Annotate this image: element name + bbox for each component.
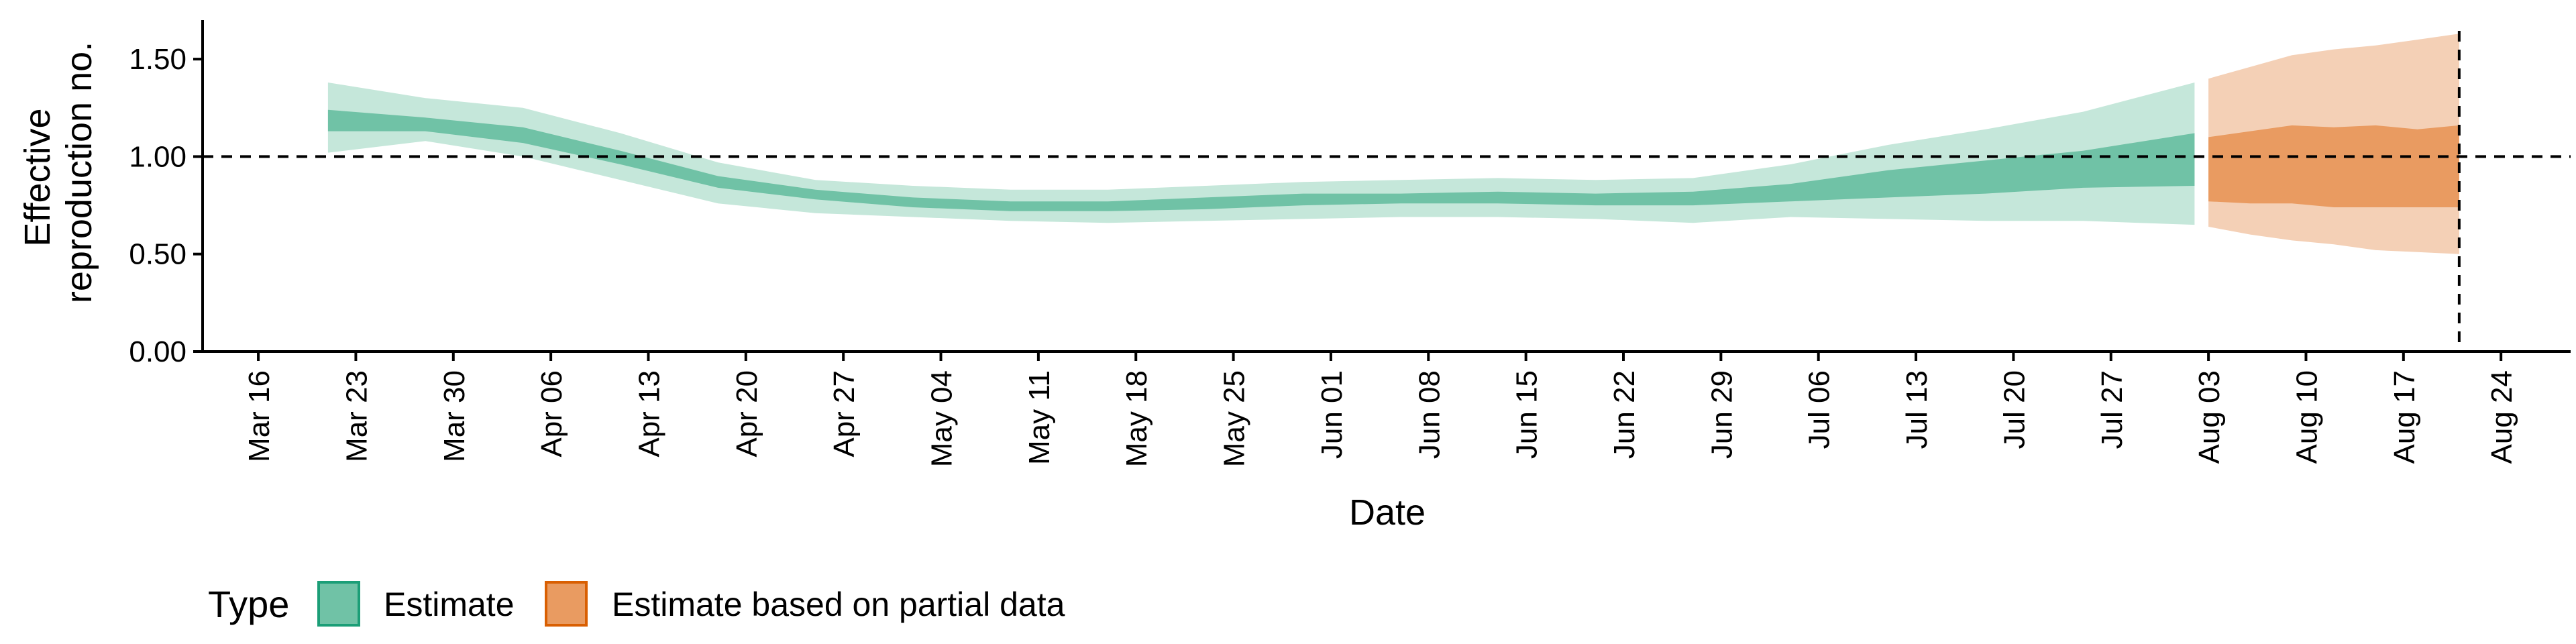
- reference-line-layer: [203, 31, 2571, 352]
- y-axis-title-line-1: Effective: [17, 108, 58, 246]
- legend-label-partial: Estimate based on partial data: [612, 586, 1065, 623]
- band-inner-partial: [2208, 125, 2459, 207]
- x-tick-label: Aug 10: [2291, 370, 2324, 464]
- x-tick-label: Jun 15: [1511, 370, 1544, 459]
- x-tick-label: May 11: [1023, 370, 1056, 465]
- x-tick-label: Jun 29: [1705, 370, 1738, 459]
- x-tick-label: Mar 30: [438, 370, 471, 462]
- x-tick-label: Jul 13: [1900, 370, 1933, 449]
- y-axis-title-line-2: reproduction no.: [59, 42, 99, 303]
- x-tick-label: Jun 08: [1413, 370, 1446, 459]
- x-tick-label: Aug 24: [2485, 370, 2518, 464]
- x-tick-label: Jun 01: [1316, 370, 1348, 459]
- legend-title: Type: [208, 583, 289, 625]
- y-tick-label: 0.00: [129, 335, 186, 368]
- legend: Type Estimate Estimate based on partial …: [208, 581, 1065, 627]
- legend-label-estimate: Estimate: [384, 586, 515, 623]
- axes-layer: 0.00 0.50 1.00 1.50 Mar 16 Mar 23 Mar 30 Apr 06…: [129, 20, 2571, 467]
- y-tick-label: 0.50: [129, 238, 186, 271]
- x-tick-label: Apr 20: [731, 370, 763, 458]
- legend-swatch-estimate: [317, 581, 360, 627]
- y-tick-label: 1.00: [129, 140, 186, 173]
- x-tick-label: Jun 22: [1608, 370, 1641, 459]
- x-tick-label: Apr 13: [633, 370, 666, 458]
- x-tick-label: Jul 20: [1998, 370, 2031, 449]
- x-tick-label: May 18: [1120, 370, 1153, 467]
- y-axis-title: Effective reproduction no.: [17, 42, 99, 303]
- x-tick-label: Aug 17: [2388, 370, 2421, 464]
- x-axis-title: Date: [1349, 492, 1426, 533]
- x-tick-label: May 04: [926, 370, 959, 467]
- x-tick-label: Apr 06: [535, 370, 568, 458]
- x-tick-label: Jul 27: [2096, 370, 2129, 449]
- x-tick-label: Mar 16: [243, 370, 276, 462]
- x-tick-label: Apr 27: [828, 370, 861, 458]
- legend-swatch-partial: [545, 581, 588, 627]
- x-tick-label: Jul 06: [1803, 370, 1836, 449]
- y-tick-label: 1.50: [129, 43, 186, 76]
- band-layer: [327, 34, 2459, 254]
- x-tick-label: May 25: [1218, 370, 1251, 467]
- x-tick-label: Aug 03: [2193, 370, 2226, 464]
- x-tick-label: Mar 23: [340, 370, 373, 462]
